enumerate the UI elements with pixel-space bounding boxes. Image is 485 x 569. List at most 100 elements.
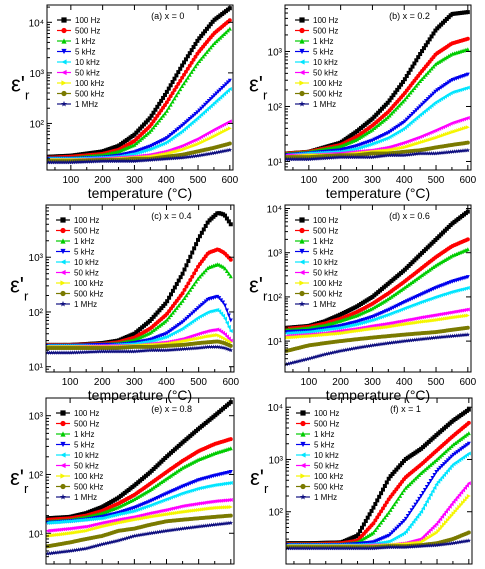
y-tick-label: 10¹ xyxy=(29,529,44,540)
data-point xyxy=(153,347,158,353)
data-point xyxy=(214,150,219,155)
data-point xyxy=(305,330,310,335)
data-point xyxy=(465,313,470,318)
data-point xyxy=(110,349,116,354)
data-point xyxy=(222,84,227,89)
data-point xyxy=(465,36,470,41)
series-markers-500-kHz xyxy=(285,140,470,160)
data-point xyxy=(328,350,333,356)
data-point xyxy=(352,345,358,351)
data-point xyxy=(221,498,226,503)
panel-label: (c) x = 0.4 xyxy=(151,211,191,221)
data-point xyxy=(177,155,183,160)
legend-marker xyxy=(299,17,305,23)
data-point xyxy=(396,152,402,158)
data-point xyxy=(49,520,54,525)
data-point xyxy=(110,539,116,544)
data-point xyxy=(427,95,432,100)
data-point xyxy=(180,84,185,89)
data-point xyxy=(341,154,347,160)
data-point xyxy=(463,332,469,337)
legend-marker xyxy=(60,441,66,448)
x-axis-label: temperature (°C) xyxy=(88,185,192,201)
data-point xyxy=(174,347,180,352)
data-point xyxy=(345,154,350,160)
data-point xyxy=(116,538,122,543)
data-point xyxy=(168,156,173,161)
data-point xyxy=(439,85,444,90)
y-tick-label: 10² xyxy=(268,293,283,304)
data-point xyxy=(120,158,126,164)
y-tick-label: 10⁴ xyxy=(29,18,44,29)
data-point xyxy=(126,349,131,354)
data-point xyxy=(182,296,187,301)
data-point xyxy=(170,288,175,293)
data-point xyxy=(317,328,322,333)
data-point xyxy=(140,136,145,141)
series-group xyxy=(47,6,233,165)
data-point xyxy=(159,508,164,513)
data-point xyxy=(76,518,81,523)
data-point xyxy=(394,339,400,344)
data-point xyxy=(358,529,363,534)
data-point xyxy=(189,121,194,126)
data-point xyxy=(196,237,201,242)
data-point xyxy=(406,70,411,75)
legend-marker xyxy=(60,259,66,265)
data-point xyxy=(227,147,233,152)
data-point xyxy=(406,92,411,97)
data-point xyxy=(221,300,226,305)
data-point xyxy=(224,520,230,526)
data-point xyxy=(101,158,107,164)
data-point xyxy=(182,525,187,531)
data-point xyxy=(465,237,470,242)
data-point xyxy=(227,86,232,91)
data-point xyxy=(214,91,219,96)
data-point xyxy=(168,527,174,533)
data-point xyxy=(130,534,135,539)
data-point xyxy=(402,77,407,82)
data-point xyxy=(147,530,153,536)
data-point xyxy=(286,331,291,336)
data-point xyxy=(160,156,166,161)
data-point xyxy=(212,150,217,155)
data-point xyxy=(53,159,59,165)
data-point xyxy=(176,70,181,75)
data-point xyxy=(377,341,383,347)
data-point xyxy=(78,159,84,164)
data-point xyxy=(311,355,316,360)
data-point xyxy=(227,26,232,31)
data-point xyxy=(220,521,226,526)
data-point xyxy=(191,113,196,118)
x-tick-label: 200 xyxy=(94,377,111,388)
data-point xyxy=(124,535,129,541)
data-point xyxy=(204,151,210,157)
data-point xyxy=(442,334,448,339)
data-point xyxy=(199,106,204,111)
data-point xyxy=(47,528,52,533)
data-point xyxy=(227,78,232,83)
data-point xyxy=(228,520,234,525)
legend-entry: 500 kHz xyxy=(313,90,342,99)
data-point xyxy=(151,328,156,333)
data-point xyxy=(169,312,174,317)
data-point xyxy=(305,356,310,361)
data-point xyxy=(465,115,470,120)
data-point xyxy=(72,350,77,355)
data-point xyxy=(162,103,167,108)
data-point xyxy=(213,499,218,504)
data-point xyxy=(425,151,431,156)
data-point xyxy=(176,468,181,473)
data-point xyxy=(425,97,430,102)
data-point xyxy=(213,522,218,527)
data-point xyxy=(107,158,112,164)
data-point xyxy=(423,151,429,156)
data-point xyxy=(357,135,362,140)
data-point xyxy=(174,282,179,287)
data-point xyxy=(452,309,457,314)
data-point xyxy=(180,504,185,509)
data-point xyxy=(358,134,363,139)
data-point xyxy=(174,527,180,532)
data-point xyxy=(465,247,470,252)
